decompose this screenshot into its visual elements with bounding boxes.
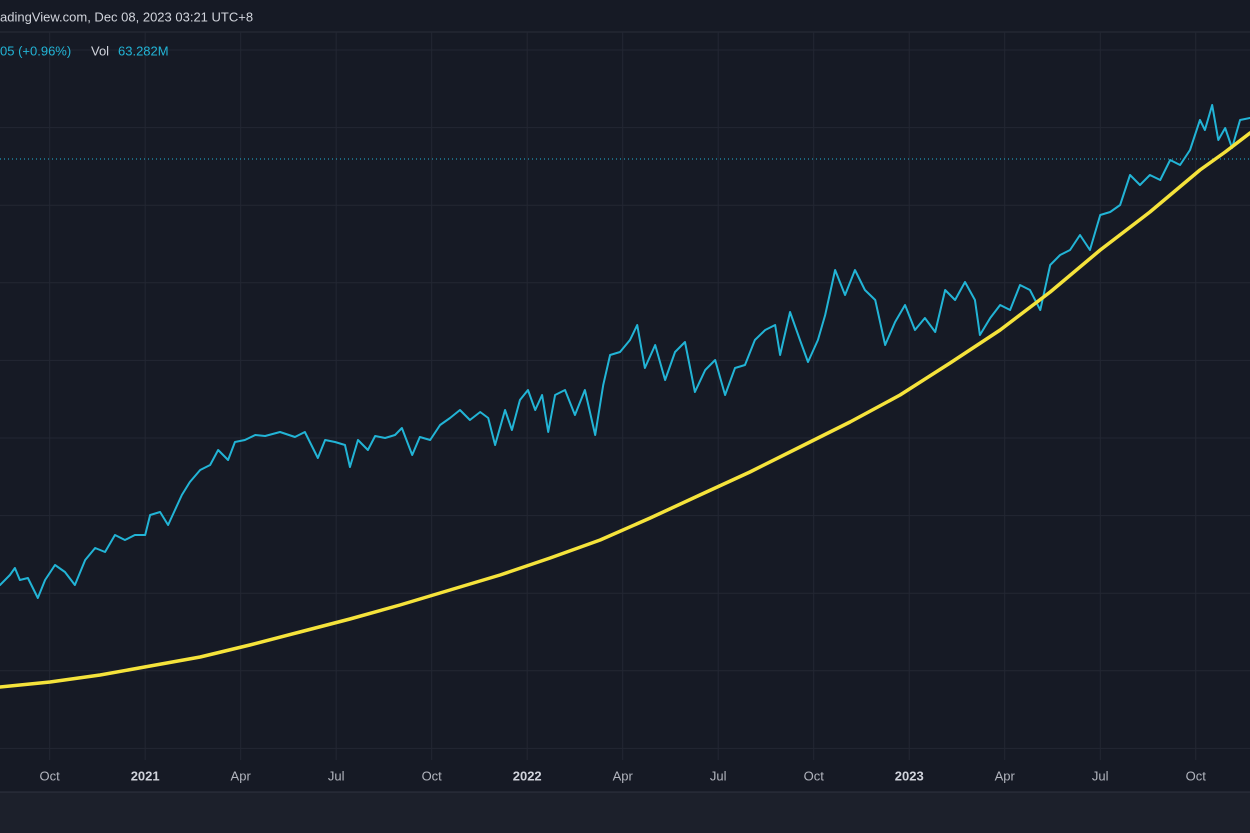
x-tick-label: Oct — [804, 768, 825, 783]
x-tick-label: Jul — [1092, 768, 1109, 783]
x-tick-label: Apr — [613, 768, 634, 783]
vol-label: Vol — [91, 43, 109, 58]
x-tick-label: Apr — [995, 768, 1016, 783]
grid — [0, 32, 1250, 760]
x-tick-label: Apr — [231, 768, 252, 783]
x-tick-label: 2022 — [513, 768, 542, 783]
plot — [0, 104, 1250, 689]
x-axis: Oct 2021 Apr Jul Oct 2022 Apr Jul Oct 2023 Apr Jul O… — [40, 768, 1207, 783]
x-tick-label: 2023 — [895, 768, 924, 783]
bottom-strip — [0, 792, 1250, 833]
x-tick-label: Oct — [1186, 768, 1207, 783]
series-line — [0, 131, 1250, 689]
x-tick-label: Jul — [710, 768, 727, 783]
x-tick-label: Jul — [328, 768, 345, 783]
vol-value: 63.282M — [118, 43, 169, 58]
x-tick-label: 2021 — [131, 768, 160, 783]
change-text: 05 (+0.96%) — [0, 43, 71, 58]
header-title: adingView.com, Dec 08, 2023 03:21 UTC+8 — [0, 9, 253, 24]
x-tick-label: Oct — [422, 768, 443, 783]
x-tick-label: Oct — [40, 768, 61, 783]
